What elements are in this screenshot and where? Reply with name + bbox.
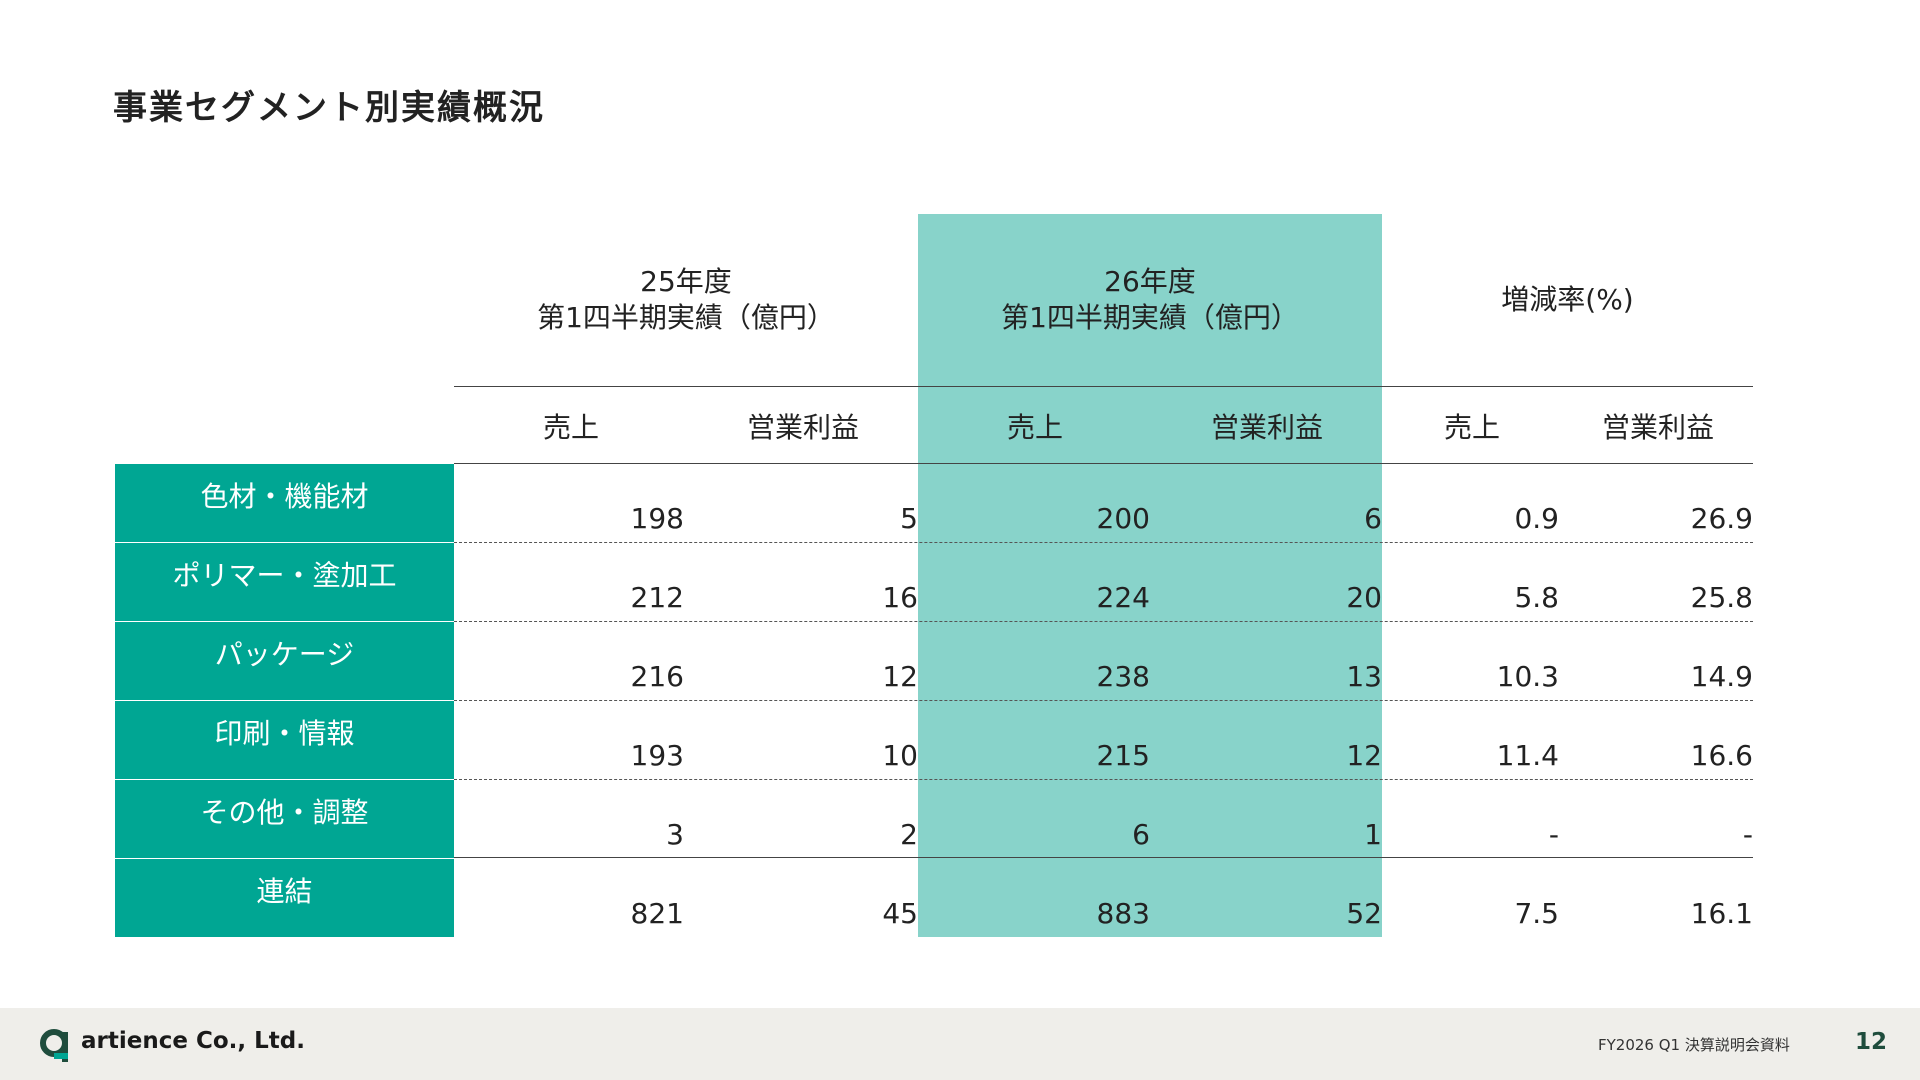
cell-value: 7.5 [1514,897,1559,930]
cell-value: 10 [882,739,918,772]
cell-value: 3 [666,818,684,851]
column-header: 売上 [1443,411,1500,444]
row-label: その他・調整 [115,780,454,859]
cell-value: 25.8 [1690,581,1753,614]
highlight-column [918,214,1382,937]
cell-value: 52 [1346,897,1382,930]
cell-value: - [1548,818,1559,851]
row-label: パッケージ [115,622,454,701]
cell-value: 26.9 [1690,502,1753,535]
cell-value: 0.9 [1514,502,1559,535]
cell-value: 215 [1096,739,1150,772]
row-label: 印刷・情報 [115,701,454,780]
cell-value: 193 [630,739,684,772]
cell-value: 13 [1346,660,1382,693]
cell-value: 224 [1096,581,1150,614]
cell-value: 821 [630,897,684,930]
column-header: 売上 [1006,411,1063,444]
cell-value: - [1742,818,1753,851]
row-divider [454,779,1753,780]
cell-value: 12 [882,660,918,693]
cell-value: 5 [900,502,918,535]
cell-value: 216 [630,660,684,693]
cell-value: 5.8 [1514,581,1559,614]
row-label: 色材・機能材 [115,464,454,543]
page-number: 12 [1855,1029,1888,1055]
group-header: 増減率(%) [1501,283,1634,316]
title: 事業セグメント別実績概況 [113,88,545,128]
row-label: ポリマー・塗加工 [115,543,454,622]
cell-value: 12 [1346,739,1382,772]
column-header: 売上 [542,411,599,444]
cell-value: 6 [1132,818,1150,851]
rule [454,857,1753,858]
cell-value: 883 [1096,897,1150,930]
company-name: artience Co., Ltd. [81,1028,305,1054]
cell-value: 20 [1346,581,1382,614]
document-name: FY2026 Q1 決算説明会資料 [1598,1036,1790,1054]
column-header: 営業利益 [746,411,859,444]
cell-value: 16 [882,581,918,614]
column-header: 営業利益 [1601,411,1714,444]
group-header: 25年度 [640,265,732,298]
cell-value: 16.6 [1690,739,1753,772]
cell-value: 16.1 [1690,897,1753,930]
cell-value: 45 [882,897,918,930]
cell-value: 14.9 [1690,660,1753,693]
cell-value: 238 [1096,660,1150,693]
cell-value: 1 [1364,818,1382,851]
cell-value: 2 [900,818,918,851]
logo [40,1029,68,1062]
cell-value: 200 [1096,502,1150,535]
row-divider [454,621,1753,622]
row-label: 連結 [115,859,454,938]
cell-value: 11.4 [1496,739,1559,772]
cell-value: 10.3 [1496,660,1559,693]
footer [0,1008,1920,1080]
group-header: 26年度 [1104,265,1196,298]
cell-value: 212 [630,581,684,614]
row-divider [454,700,1753,701]
group-header: 第1四半期実績（億円） [1001,301,1299,334]
cell-value: 198 [630,502,684,535]
rule [454,463,1753,464]
column-header: 営業利益 [1210,411,1323,444]
cell-value: 6 [1364,502,1382,535]
group-header: 第1四半期実績（億円） [537,301,835,334]
rule [454,386,1753,387]
row-divider [454,542,1753,543]
